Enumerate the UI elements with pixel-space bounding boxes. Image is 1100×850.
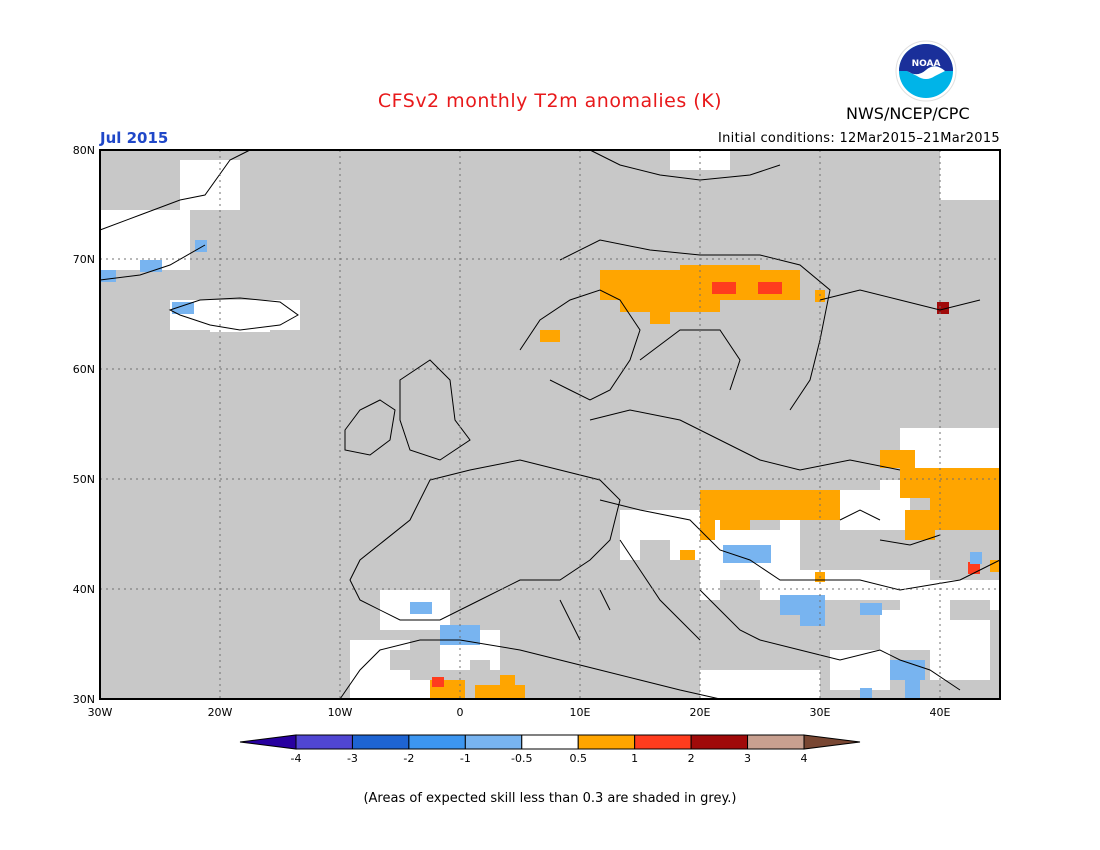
- legend-swatch: [577, 734, 636, 750]
- lat-label: 70N: [73, 253, 95, 266]
- logo-text: NOAA: [912, 59, 941, 69]
- lat-label: 30N: [73, 693, 95, 706]
- lat-label: 40N: [73, 583, 95, 596]
- legend-swatch: [803, 734, 861, 750]
- chart-title: CFSv2 monthly T2m anomalies (K): [377, 90, 723, 112]
- lon-label: 20W: [208, 706, 233, 719]
- skill-note: (Areas of expected skill less than 0.3 a…: [363, 791, 737, 806]
- agency-label: NWS/NCEP/CPC: [846, 104, 970, 123]
- legend-tick-label: -1: [460, 752, 471, 765]
- graticule: [100, 150, 1000, 699]
- legend-swatch: [747, 734, 805, 750]
- very-hot-anomalies: [937, 302, 949, 314]
- legend-swatch: [690, 734, 749, 750]
- lon-label: 0: [457, 706, 464, 719]
- legend-swatch: [408, 734, 466, 750]
- hot-anomalies: [432, 282, 980, 687]
- legend-swatch: [464, 734, 523, 750]
- legend-swatch: [351, 734, 410, 750]
- forecast-month: Jul 2015: [100, 129, 169, 147]
- legend-tick-label: 0.5: [569, 752, 587, 765]
- color-legend: -4 -3 -2 -1 -0.5 0.5 1 2 3 4: [239, 734, 861, 765]
- legend-tick-label: 1: [631, 752, 638, 765]
- lon-label: 40E: [930, 706, 951, 719]
- lat-label: 60N: [73, 363, 95, 376]
- lon-label: 10E: [570, 706, 591, 719]
- latitude-labels: 30N 40N 50N 60N 70N 80N: [73, 144, 95, 706]
- noaa-logo-icon: NOAA: [895, 40, 957, 102]
- legend-swatch: [239, 734, 297, 750]
- map-frame: [99, 149, 1001, 700]
- legend-swatch: [634, 734, 692, 750]
- legend-tick-label: 4: [801, 752, 808, 765]
- legend-tick-label: 2: [688, 752, 695, 765]
- lat-label: 50N: [73, 473, 95, 486]
- legend-tick-label: -2: [403, 752, 414, 765]
- lon-label: 30W: [88, 706, 113, 719]
- longitude-labels: 30W 20W 10W 0 10E 20E 30E 40E: [88, 706, 951, 719]
- lon-label: 30E: [810, 706, 831, 719]
- lat-label: 80N: [73, 144, 95, 157]
- coastlines: [99, 149, 1001, 700]
- lon-label: 10W: [328, 706, 353, 719]
- initial-conditions: Initial conditions: 12Mar2015–21Mar2015: [717, 131, 1000, 146]
- lon-label: 20E: [690, 706, 711, 719]
- sea-areas: [100, 150, 1000, 699]
- legend-tick-label: -0.5: [511, 752, 532, 765]
- legend-tick-label: -3: [347, 752, 358, 765]
- legend-swatch: [295, 734, 353, 750]
- legend-tick-label: -4: [291, 752, 302, 765]
- legend-swatch: [521, 734, 579, 750]
- legend-tick-label: 3: [744, 752, 751, 765]
